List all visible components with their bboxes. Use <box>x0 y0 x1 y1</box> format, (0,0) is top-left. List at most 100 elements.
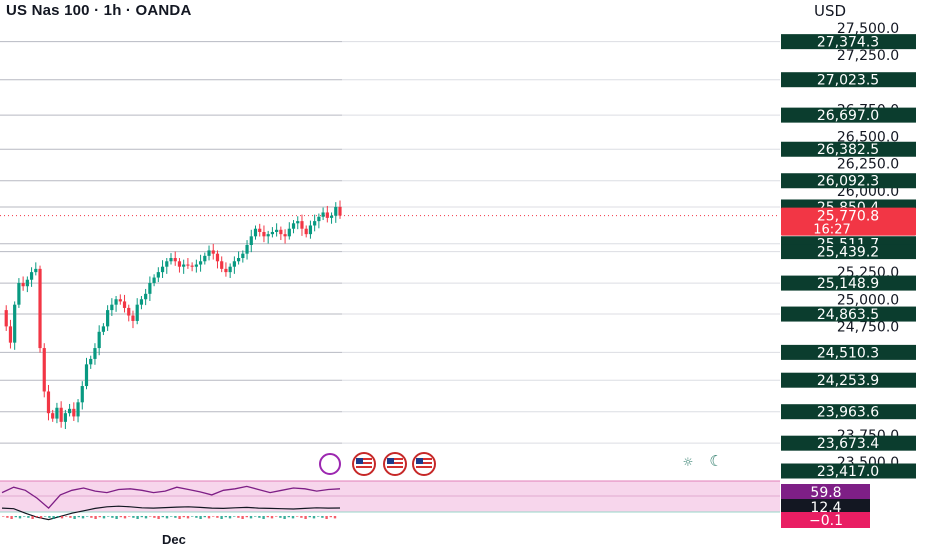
histogram-bar <box>107 516 110 517</box>
candle-body <box>21 282 25 287</box>
histogram-bar <box>300 516 303 518</box>
histogram-bar <box>174 516 177 518</box>
candle-body <box>245 245 249 254</box>
candle-body <box>198 261 203 265</box>
candle-body <box>266 234 270 237</box>
histogram-bar <box>291 516 295 519</box>
current-price-label: 25,770.8 <box>817 209 879 225</box>
histogram-bar <box>31 516 34 519</box>
candle-body <box>55 407 59 419</box>
histogram-bar <box>233 516 236 517</box>
candle-body <box>135 304 139 321</box>
candle-body <box>97 331 101 349</box>
price-level-tag-label: 26,697.0 <box>817 108 879 124</box>
candle-body <box>220 261 224 269</box>
histogram-bar <box>283 516 286 519</box>
histogram-bar <box>308 516 311 518</box>
rsi-value-tag[interactable] <box>781 484 870 500</box>
candle-body <box>224 268 228 273</box>
price-level-tag-label: 26,092.3 <box>817 174 879 190</box>
price-tick-label: 27,250.0 <box>837 48 899 64</box>
candle-body <box>17 282 21 305</box>
candle-body <box>338 207 342 216</box>
histogram-bar <box>44 516 47 517</box>
candle-body <box>114 299 118 305</box>
candle-body <box>127 307 131 316</box>
price-level-tag[interactable] <box>781 244 916 260</box>
flag-canton <box>416 458 423 464</box>
histogram-bar <box>14 516 17 518</box>
candle-body <box>29 272 34 280</box>
price-level-tag-label: 24,863.5 <box>817 307 879 323</box>
histogram-bar <box>262 516 265 519</box>
moon-rocket-icon[interactable] <box>319 453 341 475</box>
histogram-bar <box>186 516 190 519</box>
price-level-tag[interactable] <box>781 141 916 157</box>
candle-body <box>93 348 97 359</box>
histogram-bar <box>132 516 135 518</box>
rsi-line <box>1 485 341 510</box>
currency-selector[interactable]: USD <box>814 2 847 20</box>
sun-icon[interactable]: ☼ <box>683 455 694 469</box>
histogram-bar <box>98 516 101 518</box>
price-level-tag[interactable] <box>781 344 916 360</box>
candle-body <box>68 408 72 414</box>
candle-body <box>118 299 122 302</box>
histogram-bar <box>102 516 106 519</box>
flag-stripe <box>356 458 372 460</box>
flag-stripe <box>356 462 372 464</box>
histogram-bar <box>325 516 328 519</box>
candle-body <box>194 264 198 267</box>
candle-body <box>59 407 63 422</box>
candle-body <box>169 258 173 262</box>
histogram-bar <box>35 516 38 518</box>
candle-body <box>25 279 29 287</box>
candle-body <box>72 408 76 417</box>
flag-stripe <box>416 458 432 460</box>
price-level-tag[interactable] <box>781 34 916 50</box>
histogram-bar <box>52 516 55 519</box>
current-price-tag[interactable] <box>781 207 916 236</box>
histogram-bar <box>329 516 332 518</box>
candle-body <box>122 301 127 308</box>
price-level-tag[interactable] <box>781 275 916 291</box>
candle-body <box>249 236 253 245</box>
flag-canton <box>356 458 363 464</box>
price-level-tag[interactable] <box>781 435 916 451</box>
histogram-bar <box>144 516 148 519</box>
histogram-bar <box>304 516 307 519</box>
symbol-title[interactable]: US Nas 100 · 1h · OANDA <box>6 2 192 19</box>
price-level-tag[interactable] <box>781 404 916 420</box>
price-level-tag[interactable] <box>781 107 916 123</box>
histogram-bar <box>161 516 164 518</box>
price-level-tag[interactable] <box>781 372 916 388</box>
candle-body <box>165 261 169 267</box>
price-level-tag[interactable] <box>781 72 916 88</box>
price-level-tag[interactable] <box>781 463 916 479</box>
histogram-bar <box>69 516 72 518</box>
macd-value-tag[interactable] <box>781 499 870 515</box>
histogram-bar <box>56 516 59 518</box>
histogram-bar <box>249 516 253 519</box>
candle-body <box>313 221 317 226</box>
histogram-bar <box>115 516 118 519</box>
price-level-tag[interactable] <box>781 306 916 322</box>
histogram-bar <box>149 516 152 517</box>
candle-body <box>51 413 55 419</box>
candle-body <box>148 282 152 294</box>
candle-body <box>304 228 308 235</box>
candle-body <box>329 215 334 218</box>
histogram-value-tag[interactable] <box>781 512 870 528</box>
candle-body <box>279 229 283 235</box>
histogram-bar <box>77 516 80 518</box>
price-level-tag[interactable] <box>781 173 916 189</box>
candle-body <box>42 348 46 392</box>
moon-icon[interactable]: ☾ <box>709 452 722 470</box>
histogram-bar <box>23 516 26 517</box>
histogram-bar <box>170 516 173 517</box>
candle-body <box>228 266 232 273</box>
histogram-bar <box>228 516 232 519</box>
candle-body <box>110 304 114 311</box>
